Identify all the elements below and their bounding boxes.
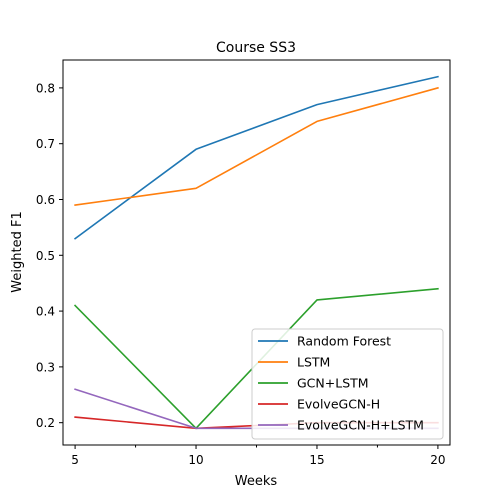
y-tick-label: 0.5 — [36, 249, 55, 263]
y-tick-label: 0.8 — [36, 81, 55, 95]
y-axis-label: Weighted F1 — [10, 211, 25, 292]
y-tick-label: 0.7 — [36, 137, 55, 151]
x-tick-label: 10 — [188, 453, 203, 467]
x-axis-label: Weeks — [235, 474, 278, 489]
y-tick-label: 0.2 — [36, 416, 55, 430]
legend-box — [251, 328, 444, 440]
x-tick-label: 20 — [430, 453, 445, 467]
y-tick-label: 0.6 — [36, 193, 55, 207]
series-line-random-forest — [73, 75, 439, 240]
legend-label: GCN+LSTM — [297, 376, 369, 391]
y-axis-ticks: 0.2 0.3 0.4 0.5 0.6 0.7 0.8 — [36, 81, 63, 430]
y-tick-label: 0.3 — [36, 360, 55, 374]
legend-label: Random Forest — [297, 334, 391, 349]
series-line-lstm — [74, 86, 439, 207]
x-axis-ticks: 5 10 15 20 — [71, 445, 446, 467]
legend: Random Forest LSTM GCN+LSTM EvolveGCN-H Evol… — [251, 328, 444, 440]
x-tick-label: 15 — [309, 453, 324, 467]
chart-title: Course SS3 — [216, 40, 296, 56]
x-tick-label: 5 — [71, 453, 79, 467]
legend-label: EvolveGCN-H — [297, 397, 380, 412]
y-tick-label: 0.4 — [36, 305, 55, 319]
legend-label: EvolveGCN-H+LSTM — [297, 418, 424, 433]
legend-label: LSTM — [297, 355, 330, 370]
